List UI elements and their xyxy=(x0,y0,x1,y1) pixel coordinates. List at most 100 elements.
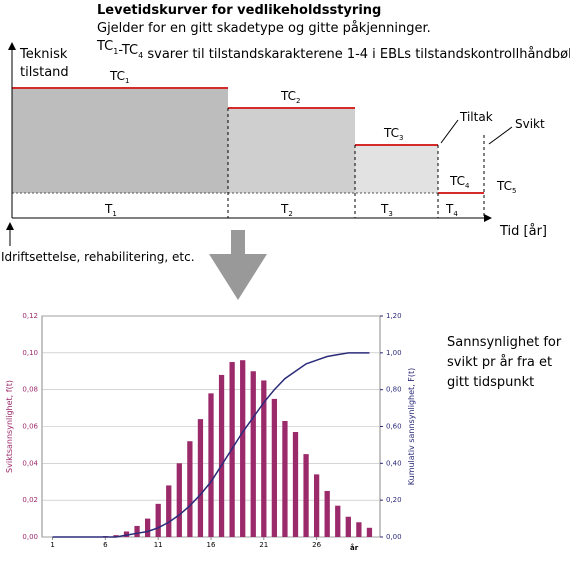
period-label-sub: 1 xyxy=(112,210,116,218)
bar xyxy=(261,380,267,537)
side-text: gitt tidspunkt xyxy=(447,375,534,390)
state-label-sub: 1 xyxy=(125,77,129,85)
state-area xyxy=(355,145,438,193)
x-tick-label: 1 xyxy=(50,541,54,549)
y-label: tilstand xyxy=(20,65,69,80)
state-label-base: TC xyxy=(109,69,125,83)
x-label: Tid [år] xyxy=(499,224,547,239)
action-label: Tiltak xyxy=(459,110,493,124)
bar xyxy=(123,531,130,537)
y2-tick-label: 1,00 xyxy=(386,349,402,357)
state-label-sub: 4 xyxy=(465,182,470,190)
start-label: Idriftsettelse, rehabilitering, etc. xyxy=(1,250,195,264)
state-label-sub: 5 xyxy=(512,187,516,195)
note-sub: 4 xyxy=(138,51,143,60)
x-tick-label: 26 xyxy=(312,541,321,549)
y-label: Teknisk xyxy=(19,47,68,62)
side-text: Sannsynlighet for xyxy=(447,335,562,350)
bar xyxy=(113,535,119,537)
failure-label: Svikt xyxy=(515,117,545,131)
period-dividers xyxy=(227,108,485,218)
state-label: TC4 xyxy=(449,174,470,190)
bar xyxy=(134,525,140,537)
y-label: Sviktsannsynlighet, f(t) xyxy=(5,380,14,473)
period-label-sub: 2 xyxy=(288,210,292,218)
big-arrow xyxy=(209,230,267,300)
y2-tick-label: 1,20 xyxy=(386,312,402,320)
bar xyxy=(292,432,299,537)
bar xyxy=(345,516,351,537)
bar xyxy=(166,485,172,537)
note-part: svarer til tilstandskarakterene 1-4 i EB… xyxy=(143,47,570,62)
bar xyxy=(250,371,256,537)
note-sub: 1 xyxy=(113,47,118,56)
bar xyxy=(282,420,288,537)
note: TC1-TC4 svarer til tilstandskarakterene … xyxy=(96,39,570,62)
bar xyxy=(366,527,373,537)
state-label-sub: 2 xyxy=(296,97,300,105)
diagram: Levetidskurver for vedlikeholdsstyring G… xyxy=(1,3,570,300)
state-levels xyxy=(12,87,484,194)
bar xyxy=(176,463,182,537)
x-tick-label: 11 xyxy=(154,541,163,549)
pointer xyxy=(440,119,459,144)
state-label-base: TC xyxy=(280,89,296,103)
y2-label: Kumulativ sannsynlighet, F(t) xyxy=(407,368,416,485)
bar xyxy=(187,441,193,537)
y-tick-label: 0,10 xyxy=(22,349,38,357)
side-text: svikt pr år fra et xyxy=(447,355,552,370)
bar xyxy=(324,490,330,537)
y2-tick-label: 0,80 xyxy=(386,386,402,394)
state-label: TC5 xyxy=(496,179,516,195)
state-label-base: TC xyxy=(449,174,465,188)
bar xyxy=(240,360,246,537)
period-label-base: T xyxy=(445,202,454,216)
state-label: TC2 xyxy=(280,89,300,105)
state-label-base: TC xyxy=(496,179,512,193)
y-tick-label: 0,02 xyxy=(22,496,38,504)
period-label-base: T xyxy=(380,202,389,216)
bar xyxy=(208,393,214,537)
state-label-sub: 3 xyxy=(399,134,403,142)
x-tick-label: 21 xyxy=(259,541,268,549)
y2-tick-label: 0,00 xyxy=(386,533,402,541)
state-label-base: TC xyxy=(383,126,399,140)
x-tick-label: 16 xyxy=(207,541,216,549)
bar xyxy=(335,505,341,537)
title: Levetidskurver for vedlikeholdsstyring xyxy=(97,3,381,18)
state-label: TC3 xyxy=(383,126,403,142)
y-tick-label: 0,12 xyxy=(22,312,38,320)
period-label: T3 xyxy=(380,202,393,218)
period-label: T4 xyxy=(445,202,458,218)
bar xyxy=(144,518,151,537)
pointer xyxy=(488,126,513,145)
subtitle: Gjelder for en gitt skadetype og gitte p… xyxy=(97,21,431,36)
bar xyxy=(197,419,204,537)
line xyxy=(52,352,370,538)
period-label-sub: 4 xyxy=(453,210,458,218)
state-area xyxy=(12,88,228,193)
y2-tick-label: 0,20 xyxy=(386,496,402,504)
y-tick-label: 0,06 xyxy=(22,423,38,431)
y-tick-label: 0,08 xyxy=(22,386,38,394)
period-label: T1 xyxy=(104,202,117,218)
note-part: TC xyxy=(96,39,113,54)
y-tick-label: 0,04 xyxy=(22,459,38,467)
period-label-base: T xyxy=(104,202,113,216)
period-label-sub: 3 xyxy=(388,210,392,218)
bar xyxy=(313,474,320,537)
x-tick-label: 6 xyxy=(103,541,108,549)
bar xyxy=(303,454,309,537)
bar xyxy=(271,398,278,537)
period-label-base: T xyxy=(280,202,289,216)
state-label: TC1 xyxy=(109,69,129,85)
period-label: T2 xyxy=(280,202,293,218)
bar xyxy=(218,374,225,537)
state-area xyxy=(228,108,355,193)
y2-tick-label: 0,60 xyxy=(386,423,402,431)
y-tick-label: 0,00 xyxy=(22,533,38,541)
note-part: -TC xyxy=(118,43,138,58)
y2-tick-label: 0,40 xyxy=(386,459,402,467)
bar xyxy=(155,503,161,537)
